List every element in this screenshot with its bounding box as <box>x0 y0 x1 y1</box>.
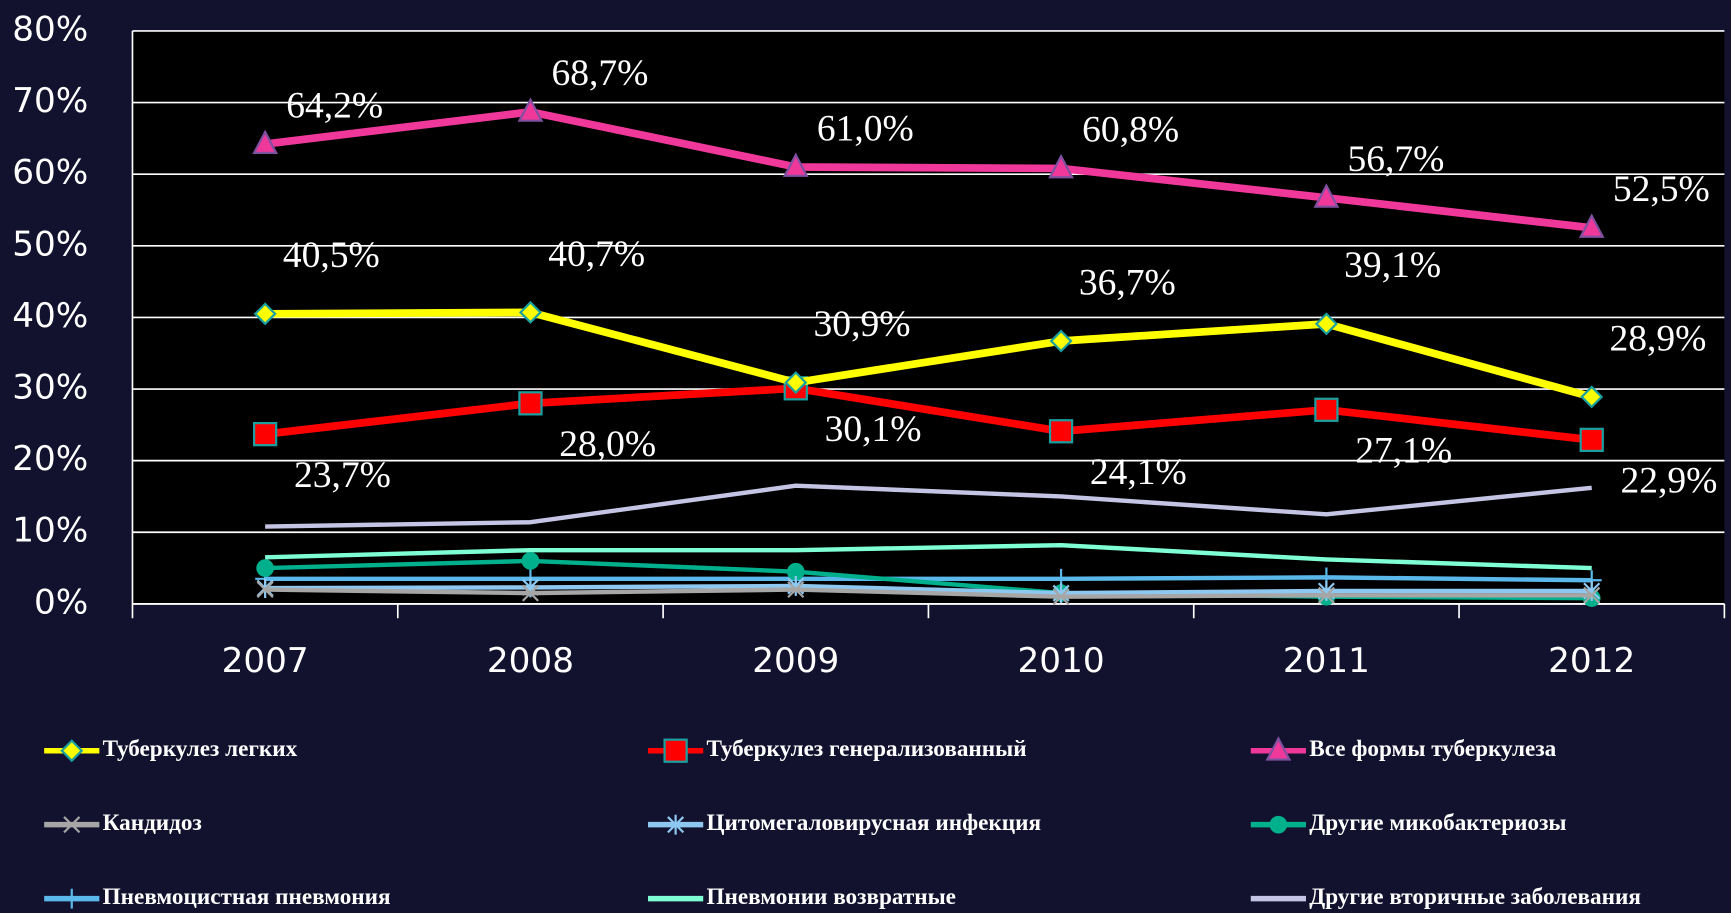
marker <box>252 129 279 155</box>
data-label: 23,7% <box>294 455 391 496</box>
marker <box>1265 736 1292 761</box>
marker <box>256 559 274 577</box>
marker <box>1314 312 1338 336</box>
data-label: 24,1% <box>1090 452 1187 493</box>
legend-label: Туберкулез легких <box>103 736 298 762</box>
data-label: 30,1% <box>825 409 922 450</box>
y-tick-label: 40% <box>12 296 88 336</box>
marker <box>1314 397 1339 422</box>
x-tick-label: 2010 <box>1018 641 1105 681</box>
series-line <box>265 308 1593 401</box>
legend-entry: Цитомегаловирусная инфекция <box>648 810 1041 836</box>
series-line <box>264 107 1593 232</box>
legend-label: Пневмоцистная пневмония <box>103 884 391 910</box>
data-label: 40,7% <box>548 234 645 275</box>
marker <box>1313 183 1340 208</box>
marker <box>663 738 688 763</box>
x-tick-label: 2011 <box>1283 641 1370 681</box>
data-label: 22,9% <box>1621 461 1718 502</box>
data-label: 39,1% <box>1344 245 1441 286</box>
marker <box>253 302 277 326</box>
series-line <box>265 483 1592 529</box>
legend-label: Пневмонии возвратные <box>707 884 956 910</box>
legend-label: Другие микобактериозы <box>1309 810 1566 836</box>
marker <box>517 97 544 122</box>
legend-label: Туберкулез генерализованный <box>707 736 1027 762</box>
data-label: 28,9% <box>1610 318 1707 359</box>
marker <box>1578 213 1605 238</box>
marker <box>784 371 808 395</box>
legend-label: Другие вторичные заболевания <box>1309 884 1641 910</box>
marker <box>1580 385 1604 409</box>
marker <box>1579 427 1604 453</box>
marker <box>1269 815 1288 834</box>
y-tick-label: 80% <box>12 9 88 49</box>
y-tick-label: 60% <box>12 153 88 193</box>
series-line <box>265 575 1592 583</box>
marker <box>1317 586 1335 604</box>
data-label: 60,8% <box>1082 110 1179 151</box>
x-tick-label: 2007 <box>222 641 309 681</box>
marker <box>787 581 805 599</box>
legend-entry: Кандидоз <box>44 810 202 836</box>
x-tick-label: 2009 <box>752 641 839 681</box>
marker <box>782 152 809 177</box>
marker <box>61 888 82 909</box>
marker <box>1052 588 1070 606</box>
marker <box>256 581 274 599</box>
series-line <box>264 384 1593 444</box>
marker <box>521 552 540 570</box>
marker <box>521 584 539 602</box>
legend-entry: Все формы туберкулеза <box>1250 736 1557 762</box>
marker <box>1048 153 1074 179</box>
marker <box>1049 329 1073 353</box>
y-tick-label: 50% <box>12 224 88 264</box>
x-tick-label: 2008 <box>487 641 574 681</box>
series-line <box>265 587 1592 599</box>
marker <box>1048 419 1074 444</box>
series-line <box>265 542 1592 571</box>
data-label: 30,9% <box>814 304 911 345</box>
series-line <box>265 583 1592 596</box>
data-label: 36,7% <box>1079 262 1176 303</box>
y-tick-label: 0% <box>34 582 88 622</box>
marker <box>518 391 543 416</box>
marker <box>518 300 542 324</box>
data-label: 68,7% <box>552 53 649 94</box>
data-label: 61,0% <box>817 108 914 149</box>
y-tick-label: 20% <box>12 439 88 479</box>
data-label: 52,5% <box>1613 169 1710 210</box>
x-tick-label: 2012 <box>1548 641 1635 681</box>
legend-entry: Другие вторичные заболевания <box>1250 884 1641 910</box>
legend-label: Все формы туберкулеза <box>1309 736 1556 762</box>
marker <box>667 814 685 835</box>
y-tick-label: 70% <box>12 81 88 121</box>
data-label: 56,7% <box>1347 139 1444 180</box>
legend-label: Кандидоз <box>103 810 202 836</box>
legend-entry: Пневмонии возвратные <box>648 884 956 910</box>
legend-entry: Другие микобактериозы <box>1250 810 1567 836</box>
marker <box>63 816 81 834</box>
marker <box>60 739 84 763</box>
marker <box>786 562 805 581</box>
legend-label: Цитомегаловирусная инфекция <box>707 810 1041 836</box>
data-label: 40,5% <box>283 235 380 276</box>
data-label: 27,1% <box>1355 431 1452 472</box>
legend-entry: Туберкулез легких <box>44 736 298 763</box>
marker <box>1583 586 1601 604</box>
data-label: 28,0% <box>559 424 656 465</box>
legend-entry: Пневмоцистная пневмония <box>44 884 391 910</box>
y-tick-label: 30% <box>12 368 88 408</box>
legend-entry: Туберкулез генерализованный <box>648 736 1027 763</box>
y-tick-label: 10% <box>12 511 88 551</box>
marker <box>252 421 278 447</box>
data-label: 64,2% <box>286 85 383 126</box>
